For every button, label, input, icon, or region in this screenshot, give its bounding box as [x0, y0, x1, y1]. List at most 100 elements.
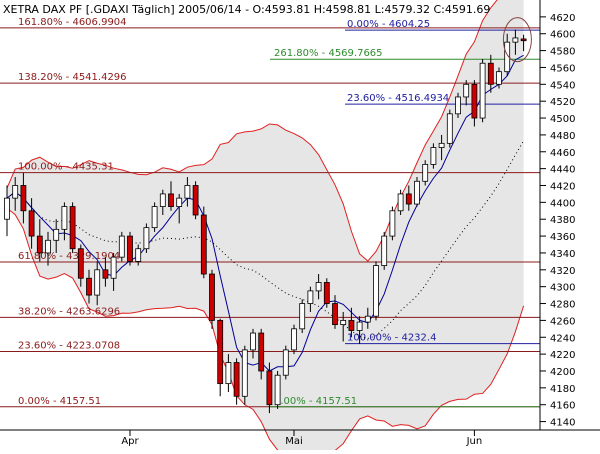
moving-average-line	[6, 54, 524, 372]
y-tick-label: 4340	[550, 249, 575, 260]
candle-body	[200, 214, 207, 275]
y-tick-label: 4360	[550, 232, 575, 243]
y-tick-label: 4140	[550, 418, 575, 429]
candle-body	[323, 282, 330, 304]
candle-body	[307, 290, 314, 304]
candle-body	[209, 273, 215, 321]
candle-body	[159, 193, 166, 207]
candle-body	[373, 265, 379, 317]
candle-body	[86, 277, 92, 296]
candle-body	[176, 197, 183, 207]
y-tick-label: 4620	[550, 13, 575, 24]
y-tick-label: 4300	[550, 283, 575, 294]
candle-body	[28, 210, 35, 237]
candle-body	[422, 164, 429, 182]
candle-body	[241, 349, 248, 397]
moving-average-layer	[6, 54, 525, 372]
y-tick-label: 4580	[550, 47, 575, 58]
fib-level-label: 38.20% - 4263.6296	[18, 306, 120, 317]
x-tick-label: Mai	[285, 436, 303, 447]
fibonacci-levels-layer: 161.80% - 4606.9904 138.20% - 4541.4296 10…	[0, 17, 540, 408]
candle-body	[258, 332, 265, 372]
candle-body	[4, 197, 10, 220]
y-tick-label: 4500	[550, 114, 575, 125]
highlight-circle	[502, 17, 532, 63]
chart-title: XETRA DAX PF [.GDAXI Täglich] 2005/06/14…	[3, 3, 490, 16]
fib-level-label: 0.00% - 4157.51	[18, 396, 101, 407]
bollinger-middle-line	[6, 140, 525, 339]
candle-body	[520, 38, 527, 42]
y-tick-label: 4520	[550, 97, 575, 108]
y-tick-label: 4460	[550, 148, 575, 159]
fib-level-label: 0.00% - 4604.25	[347, 19, 430, 30]
y-tick-label: 4440	[550, 165, 575, 176]
y-tick-label: 4600	[550, 30, 575, 41]
x-tick-label: Apr	[121, 436, 139, 447]
candle-body	[389, 210, 396, 237]
x-tick-label: Jun	[466, 436, 483, 447]
labels-layer: 4140 4160 4180 4200 4220 4240 4260 4280 4300 4320…	[121, 13, 575, 447]
candle-body	[225, 362, 232, 385]
y-tick-label: 4220	[550, 350, 575, 361]
fib-level-label: 161.80% - 4606.9904	[18, 17, 127, 28]
candle-body	[340, 319, 347, 326]
candle-body	[356, 321, 363, 331]
fib-level-label: 23.60% - 4223.0708	[18, 341, 120, 352]
candle-body	[504, 41, 511, 73]
y-tick-label: 4260	[550, 316, 575, 327]
y-tick-label: 4420	[550, 181, 575, 192]
y-tick-label: 4180	[550, 384, 575, 395]
candle-body	[512, 37, 519, 43]
candle-body	[315, 282, 322, 292]
candle-body	[233, 362, 240, 397]
fib-level-label: 0.00% - 4157.51	[274, 396, 357, 407]
candle-body	[69, 206, 76, 250]
candle-body	[217, 319, 224, 385]
candle-body	[168, 193, 174, 207]
fib-level-label: 100.00% - 4435.31	[18, 162, 114, 173]
y-tick-label: 4560	[550, 63, 575, 74]
candle-body	[53, 228, 60, 241]
candle-body	[414, 180, 420, 205]
candle-body	[397, 193, 404, 212]
candle-body	[274, 374, 281, 406]
candle-body	[12, 185, 19, 199]
candle-body	[381, 235, 388, 266]
candle-body	[127, 235, 133, 262]
candle-body	[455, 96, 461, 115]
candle-body	[364, 315, 371, 323]
fib-level-label: 138.20% - 4541.4296	[18, 72, 127, 83]
fib-level-label: 261.80% - 4569.7665	[274, 48, 383, 59]
y-tick-label: 4540	[550, 80, 575, 91]
candle-body	[61, 206, 68, 230]
axes-layer	[0, 0, 600, 436]
fib-level-label: 23.60% - 4516.4934	[347, 93, 449, 104]
candle-body	[479, 62, 486, 119]
y-tick-label: 4160	[550, 401, 575, 412]
candle-body	[77, 248, 84, 279]
candle-body	[463, 83, 470, 98]
fib-level-label: 100.00% - 4232.4	[347, 333, 436, 344]
candle-body	[45, 239, 51, 254]
candle-body	[102, 269, 109, 279]
candle-body	[438, 142, 445, 148]
y-tick-label: 4480	[550, 131, 575, 142]
candle-body	[332, 303, 338, 326]
candle-body	[348, 319, 355, 331]
candle-body	[266, 370, 273, 406]
candle-body	[192, 185, 199, 216]
candle-body	[143, 227, 150, 250]
candle-body	[487, 62, 494, 85]
y-tick-label: 4320	[550, 266, 575, 277]
candle-body	[282, 349, 289, 376]
candle-body	[94, 269, 101, 296]
candle-body	[471, 83, 478, 119]
candle-body	[36, 235, 43, 254]
y-tick-label: 4240	[550, 333, 575, 344]
y-tick-label: 4380	[550, 215, 575, 226]
candle-body	[250, 332, 256, 351]
candle-body	[118, 235, 125, 258]
candle-body	[184, 185, 191, 199]
